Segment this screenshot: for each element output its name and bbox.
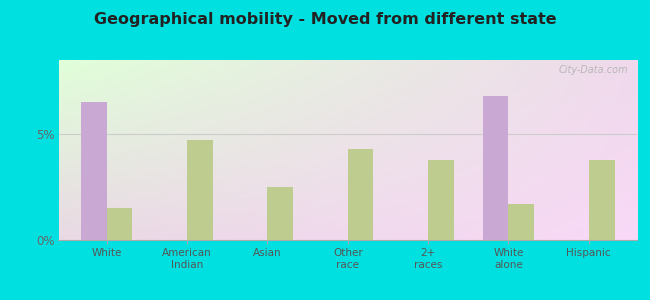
Bar	[187, 140, 213, 240]
Bar	[267, 187, 293, 240]
Bar	[348, 149, 374, 240]
Bar	[508, 204, 534, 240]
Bar	[589, 160, 614, 240]
Bar	[428, 160, 454, 240]
Bar	[81, 102, 107, 240]
Bar	[483, 96, 508, 240]
Text: Geographical mobility - Moved from different state: Geographical mobility - Moved from diffe…	[94, 12, 556, 27]
Text: City-Data.com: City-Data.com	[559, 65, 629, 75]
Bar	[107, 208, 133, 240]
